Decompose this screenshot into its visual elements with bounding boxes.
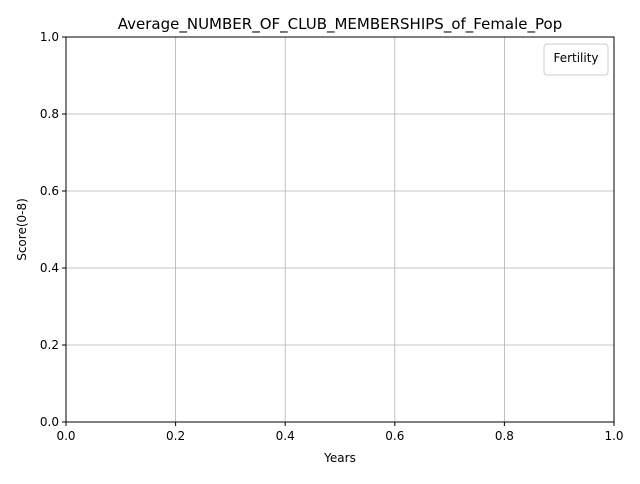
x-axis-ticks: 0.0 0.2 0.4 0.6 0.8 1.0 [56, 422, 624, 443]
plot-frame [65, 36, 615, 423]
x-tick-label: 0.6 [385, 429, 404, 443]
chart-title: Average_NUMBER_OF_CLUB_MEMBERSHIPS_of_Fe… [118, 15, 562, 34]
x-tick-label: 1.0 [604, 429, 623, 443]
y-tick-label: 0.6 [40, 184, 59, 198]
legend-title: Fertility [553, 51, 598, 65]
y-axis-label: Score(0-8) [15, 198, 29, 261]
x-tick-label: 0.8 [495, 429, 514, 443]
x-tick-label: 0.4 [276, 429, 295, 443]
y-tick-label: 0.4 [40, 261, 59, 275]
x-axis-label: Years [323, 451, 356, 465]
x-tick-label: 0.2 [166, 429, 185, 443]
y-tick-label: 0.8 [40, 107, 59, 121]
x-tick-label: 0.0 [56, 429, 75, 443]
legend-box [543, 43, 609, 76]
y-tick-label: 0.0 [40, 415, 59, 429]
y-tick-label: 1.0 [40, 30, 59, 44]
grid-lines [65, 36, 615, 423]
legend: Fertility [543, 43, 609, 76]
y-axis-ticks: 0.0 0.2 0.4 0.6 0.8 1.0 [40, 30, 66, 429]
y-tick-label: 0.2 [40, 338, 59, 352]
